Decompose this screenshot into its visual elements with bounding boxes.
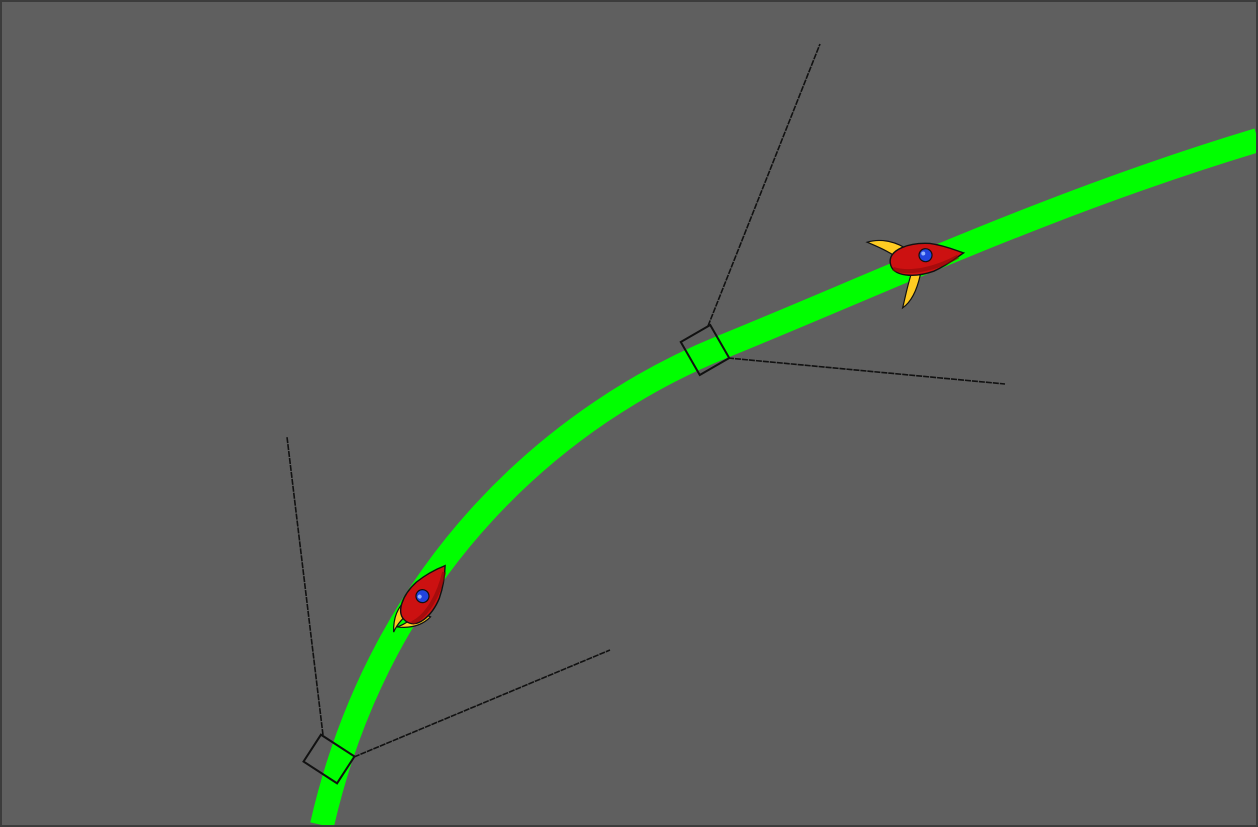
rocket-icon [865, 239, 966, 310]
path-marker-1 [286, 436, 611, 785]
path-marker-2 [679, 43, 1006, 385]
guide-line-up-1 [286, 436, 324, 736]
rocket-1 [393, 564, 447, 633]
trajectory-path [310, 128, 1256, 825]
rocket-icon [393, 564, 447, 633]
guide-line-right-2 [727, 357, 1006, 385]
rocket-2 [865, 239, 966, 310]
guide-line-right-1 [353, 649, 611, 758]
guide-line-up-2 [707, 43, 821, 327]
marker-square-1 [302, 733, 356, 785]
marker-square-2 [679, 323, 731, 377]
